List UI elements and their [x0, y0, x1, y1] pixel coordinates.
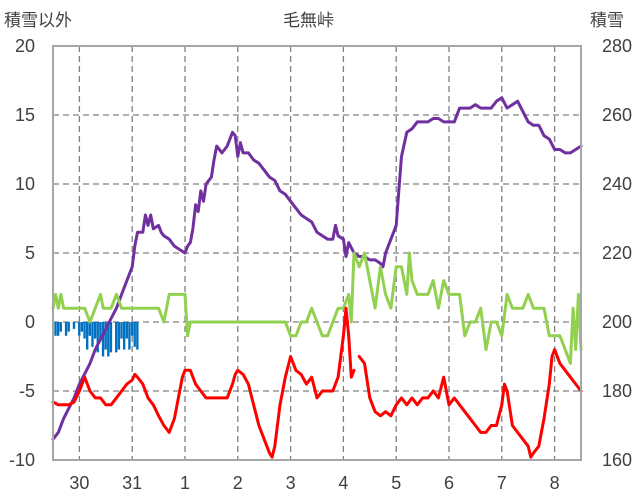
precipitation-bar: [128, 322, 131, 350]
x-tick-label: 3: [286, 473, 296, 493]
precipitation-bar: [109, 322, 113, 353]
precipitation-bar: [86, 322, 89, 350]
x-tick-label: 4: [338, 473, 348, 493]
series-line: [357, 348, 583, 459]
right-axis-label: 積雪: [590, 11, 624, 31]
left-axis-label: 積雪以外: [4, 11, 72, 31]
right-tick-label: 260: [602, 105, 632, 125]
precipitation-bar: [104, 322, 107, 350]
precipitation-bar: [80, 322, 84, 332]
x-tick-label: 7: [497, 473, 507, 493]
precipitation-bar: [67, 322, 70, 332]
x-tick-label: 6: [444, 473, 454, 493]
precipitation-bar: [56, 322, 60, 336]
precipitation-bar: [136, 322, 139, 350]
right-tick-label: 160: [602, 450, 632, 470]
left-tick-label: 0: [25, 312, 35, 332]
x-tick-label: 8: [550, 473, 560, 493]
left-tick-label: -10: [9, 450, 35, 470]
right-axis-ticks: 280 260 240 220 200 180 160: [602, 36, 632, 470]
precipitation-bar: [117, 322, 121, 350]
precipitation-bar: [83, 322, 86, 339]
plot-frame: [52, 45, 582, 461]
left-axis-ticks: 20 15 10 5 0 -5 -10: [9, 36, 35, 470]
x-tick-label: 31: [122, 473, 142, 493]
precipitation-bar: [78, 322, 81, 336]
x-tick-label: 1: [180, 473, 190, 493]
left-tick-label: 20: [15, 36, 35, 56]
precipitation-bar: [107, 322, 110, 357]
precipitation-bar: [72, 322, 76, 329]
precipitation-bar: [64, 322, 68, 336]
left-tick-label: 15: [15, 105, 35, 125]
precipitation-bar: [88, 322, 92, 336]
right-tick-label: 280: [602, 36, 632, 56]
x-tick-label: 5: [391, 473, 401, 493]
right-tick-label: 200: [602, 312, 632, 332]
x-tick-label: 30: [69, 473, 89, 493]
precipitation-bar: [54, 322, 57, 336]
precipitation-bar: [59, 322, 62, 332]
left-tick-label: 10: [15, 174, 35, 194]
right-tick-label: 220: [602, 243, 632, 263]
precipitation-bar: [115, 322, 118, 353]
precipitation-bar: [101, 322, 105, 357]
chart-title: 毛無峠: [283, 11, 334, 31]
precipitation-bar: [133, 322, 136, 347]
left-tick-label: -5: [19, 381, 35, 401]
precipitation-bar: [122, 322, 126, 350]
right-tick-label: 240: [602, 174, 632, 194]
x-tick-label: 2: [233, 473, 243, 493]
series-lines: [51, 96, 583, 459]
x-axis-ticks: 30 31 1 2 3 4 5 6 7 8: [69, 473, 559, 493]
precipitation-bar: [96, 322, 99, 353]
precipitation-bar: [130, 322, 134, 336]
precipitation-bar: [93, 322, 97, 339]
right-tick-label: 180: [602, 381, 632, 401]
precipitation-bar: [91, 322, 94, 347]
precipitation-bar: [120, 322, 123, 339]
left-tick-label: 5: [25, 243, 35, 263]
series-line: [51, 96, 583, 441]
precipitation-bars: [54, 322, 139, 357]
series-line: [51, 306, 356, 459]
precipitation-bar: [99, 322, 102, 339]
precipitation-bar: [125, 322, 128, 339]
series-line: [51, 251, 583, 365]
